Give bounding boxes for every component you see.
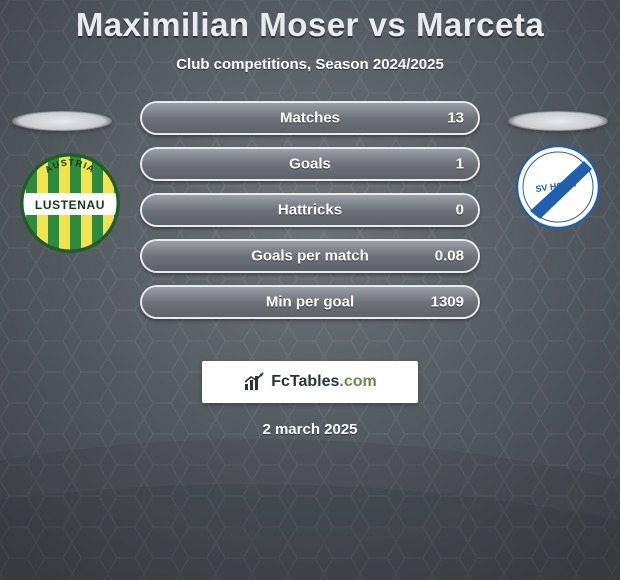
stats-list: Matches 13 Goals 1 Hattricks 0 Goals per…: [140, 101, 480, 319]
stat-row-hattricks: Hattricks 0: [140, 193, 480, 227]
stat-row-goals: Goals 1: [140, 147, 480, 181]
logo-suffix: .com: [339, 373, 376, 390]
stat-fill: [142, 195, 478, 225]
fctables-logo[interactable]: FcTables.com: [202, 361, 418, 403]
stat-row-min-per-goal: Min per goal 1309: [140, 285, 480, 319]
club-badge-right: SV HORN: [516, 145, 600, 229]
stat-row-matches: Matches 13: [140, 101, 480, 135]
badge-shadow-left: [12, 111, 112, 131]
date-text: 2 march 2025: [0, 421, 620, 438]
badge-shadow-right: [508, 111, 608, 131]
logo-text: FcTables.com: [271, 373, 377, 391]
stat-fill: [142, 149, 478, 179]
club-left-text-bottom: LUSTENAU: [35, 198, 105, 212]
stat-fill: [142, 103, 478, 133]
stat-fill: [142, 287, 478, 317]
stat-row-goals-per-match: Goals per match 0.08: [140, 239, 480, 273]
chart-icon: [243, 372, 265, 392]
subtitle: Club competitions, Season 2024/2025: [0, 56, 620, 73]
logo-main: Tables: [290, 373, 340, 390]
page-title: Maximilian Moser vs Marceta: [0, 6, 620, 44]
stat-fill: [142, 241, 478, 271]
logo-prefix: Fc: [271, 373, 290, 390]
comparison-area: AUSTRIA LUSTENAU SV HORN Matches 13: [0, 101, 620, 341]
club-badge-left: AUSTRIA LUSTENAU: [20, 153, 120, 253]
